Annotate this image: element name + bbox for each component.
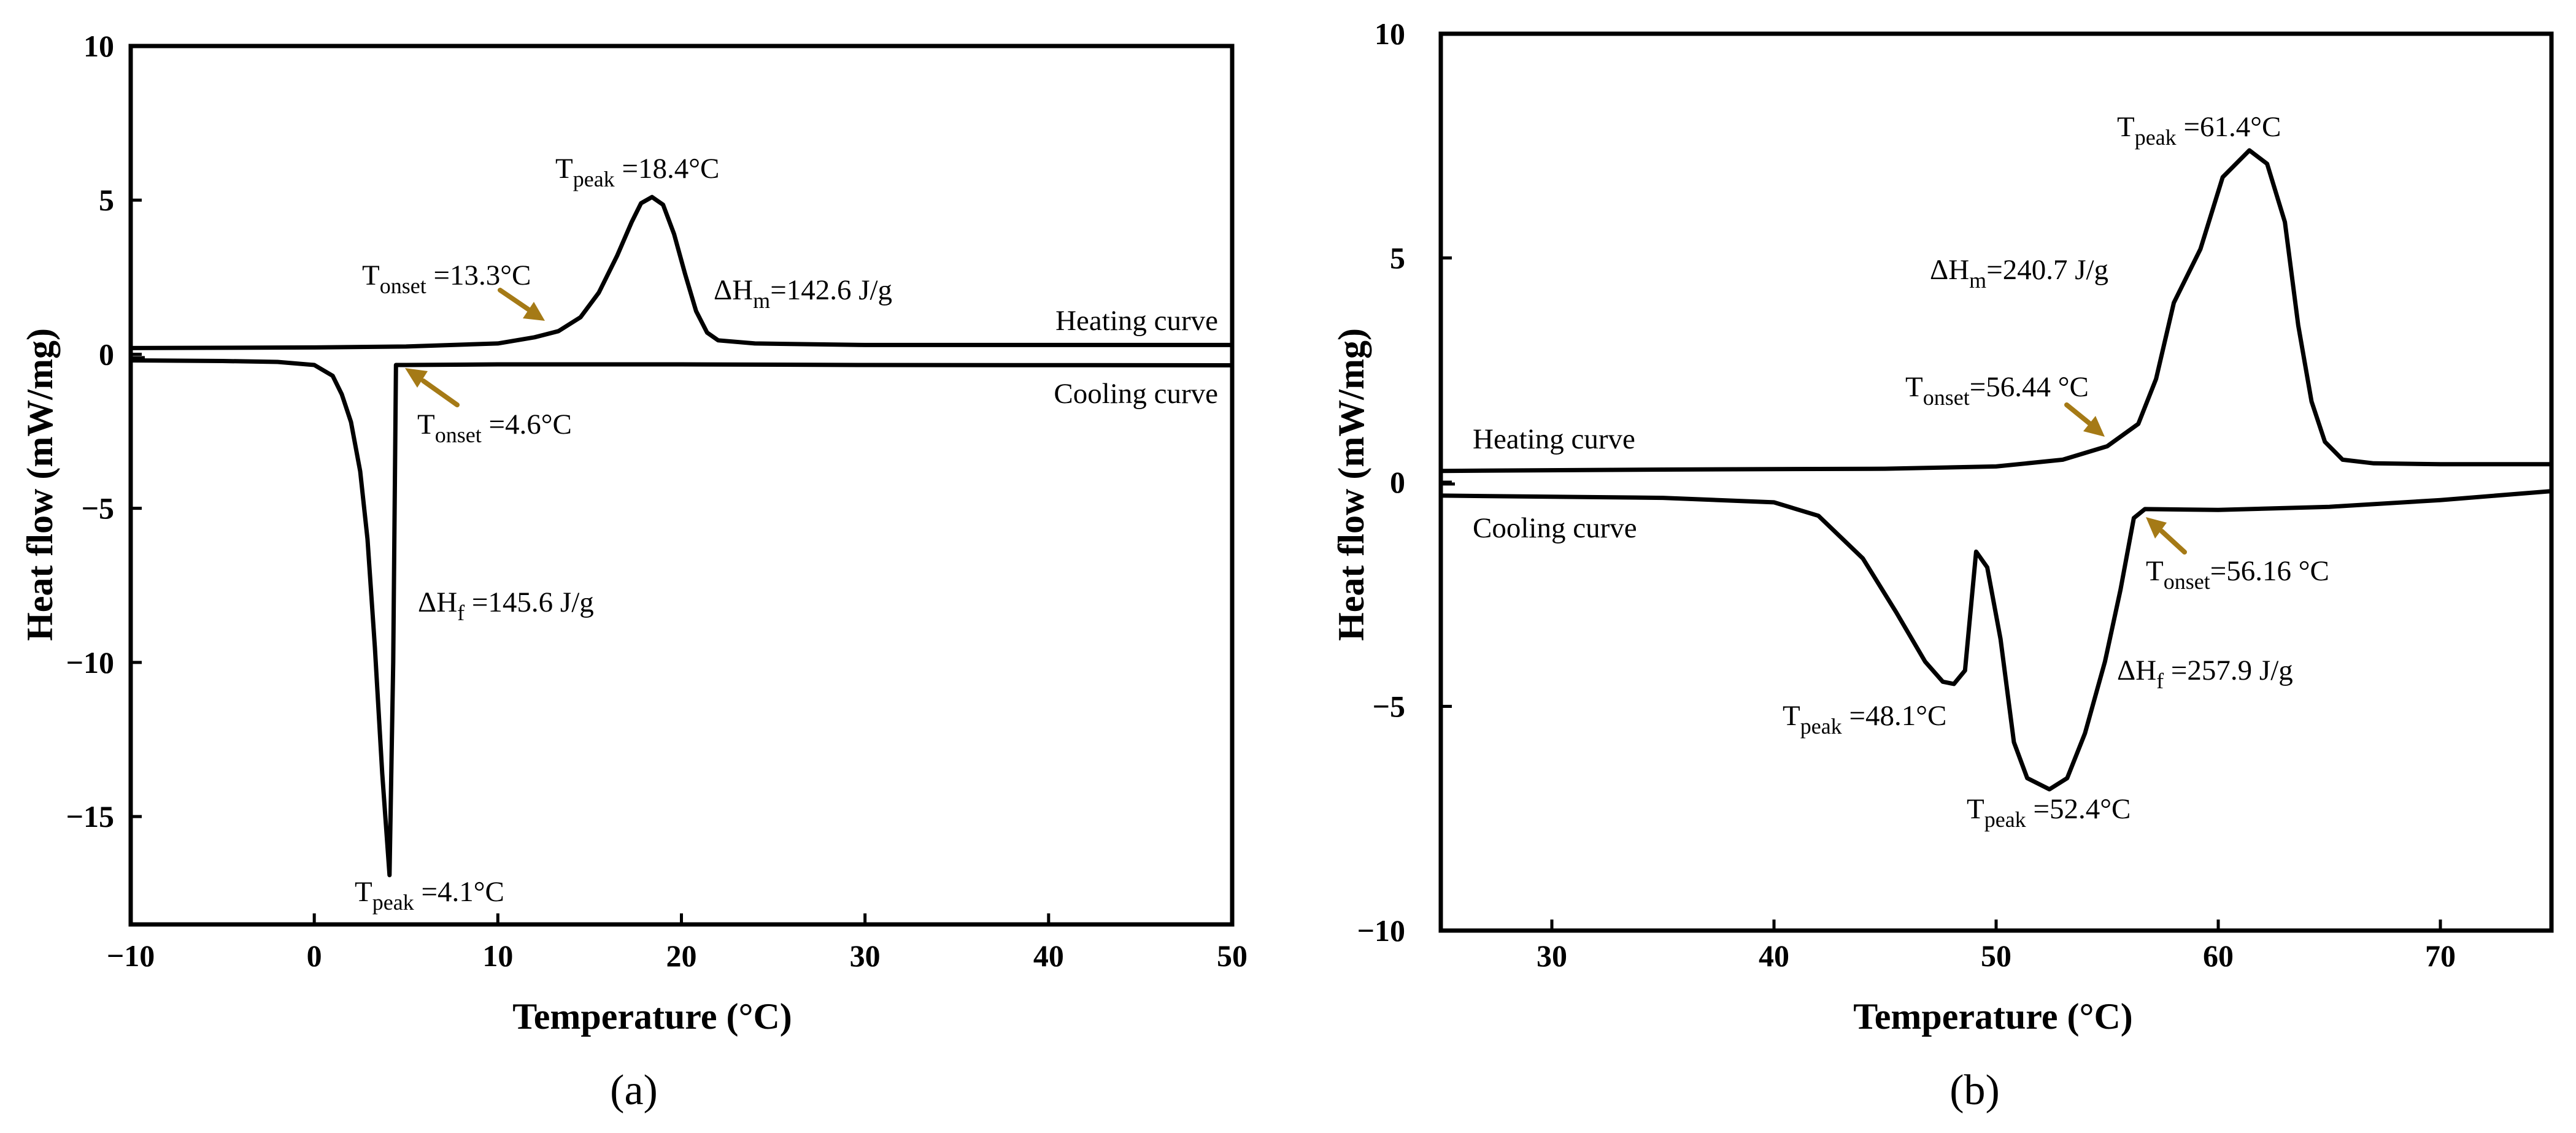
panel-b-xtick-label: 50 bbox=[1981, 939, 2011, 973]
panel-b-xtick-label: 60 bbox=[2203, 939, 2234, 973]
panel-a-dhf: ΔHf =145.6 J/g bbox=[418, 586, 594, 625]
panel-a-xtick-label: 10 bbox=[482, 939, 513, 973]
panel-a-xtick-label: 50 bbox=[1217, 939, 1248, 973]
panel-a-tpeak-cooling: Tpeak =4.1°C bbox=[355, 876, 504, 915]
panel-a-xtick-label: −10 bbox=[107, 939, 155, 973]
panel-a-ytick-label: −15 bbox=[66, 799, 115, 834]
panel-b-plot-frame bbox=[1438, 31, 2554, 933]
panel-a-onset-cooling-arrow bbox=[405, 368, 460, 407]
panel-a: −10 0 10 20 30 40 50 −15 −10 −5 0 5 10 Temperature (… bbox=[20, 29, 1248, 1114]
panel-b-tonset-cooling: Tonset=56.16 °C bbox=[2146, 555, 2329, 594]
panel-a-cooling-curve-line bbox=[128, 358, 1235, 878]
panel-a-label: (a) bbox=[610, 1067, 658, 1114]
panel-a-xtick-label: 40 bbox=[1033, 939, 1064, 973]
panel-b-xtick-label: 30 bbox=[1537, 939, 1567, 973]
panel-a-xlabel: Temperature (°C) bbox=[512, 996, 792, 1037]
panel-b-cooling-curve-line bbox=[1438, 489, 2554, 792]
panel-b-ytick-label: −5 bbox=[1373, 689, 1406, 724]
panel-a-ticks: −10 0 10 20 30 40 50 −15 −10 −5 0 5 10 bbox=[66, 29, 1248, 973]
panel-b-tpeak-heating: Tpeak =61.4°C bbox=[2117, 111, 2281, 150]
panel-a-curves bbox=[128, 194, 1235, 878]
panel-a-heating-curve-line bbox=[128, 194, 1235, 350]
panel-b-ticks: 30 40 50 60 70 −10 −5 0 5 10 bbox=[1357, 17, 2456, 973]
panel-b-heating-curve-line bbox=[1438, 148, 2554, 474]
panel-b-ylabel: Heat flow (mW/mg) bbox=[1331, 328, 1371, 641]
panel-a-onset-heating-arrow bbox=[498, 288, 545, 321]
panel-b-ytick-label: 5 bbox=[1390, 241, 1405, 275]
panel-a-tonset-heating: Tonset =13.3°C bbox=[362, 259, 531, 298]
panel-b-ytick-label: −10 bbox=[1357, 913, 1406, 948]
panel-b-heating-curve-label: Heating curve bbox=[1473, 423, 1635, 455]
panel-a-ylabel: Heat flow (mW/mg) bbox=[20, 328, 60, 641]
panel-a-dhm: ΔHm=142.6 J/g bbox=[714, 274, 892, 313]
panel-b-dhm: ΔHm=240.7 J/g bbox=[1930, 254, 2108, 293]
panel-b-onset-cooling-arrow bbox=[2146, 517, 2187, 555]
panel-a-xtick-label: 30 bbox=[850, 939, 881, 973]
panel-b-ytick-label: 0 bbox=[1390, 465, 1405, 499]
panel-a-ytick-label: −5 bbox=[82, 491, 115, 526]
panel-b-onset-heating-arrow bbox=[2064, 402, 2105, 437]
panel-a-cooling-curve-label: Cooling curve bbox=[1054, 378, 1218, 410]
panel-a-xtick-label: 20 bbox=[666, 939, 697, 973]
panel-a-tpeak-heating: Tpeak =18.4°C bbox=[555, 153, 719, 191]
panel-b-cooling-curve-label: Cooling curve bbox=[1473, 512, 1637, 544]
panel-b-xlabel: Temperature (°C) bbox=[1853, 996, 2133, 1037]
panel-a-ytick-label: 0 bbox=[99, 337, 114, 371]
panel-a-tonset-cooling: Tonset =4.6°C bbox=[417, 409, 572, 447]
panel-a-ytick-label: −10 bbox=[66, 645, 115, 680]
panel-a-heating-curve-label: Heating curve bbox=[1055, 305, 1218, 337]
panel-b: 30 40 50 60 70 −10 −5 0 5 10 Temperature (°C) Hea… bbox=[1331, 17, 2554, 1114]
panel-b-curves bbox=[1438, 148, 2554, 792]
panel-b-xtick-label: 40 bbox=[1759, 939, 1789, 973]
panel-b-ytick-label: 10 bbox=[1375, 17, 1405, 51]
panel-b-dhf: ΔHf =257.9 J/g bbox=[2117, 655, 2293, 693]
panel-b-tpeak-cooling-2: Tpeak =52.4°C bbox=[1967, 793, 2131, 832]
panel-b-xtick-label: 70 bbox=[2425, 939, 2456, 973]
panel-a-ytick-label: 10 bbox=[83, 29, 114, 63]
panel-b-tpeak-cooling-1: Tpeak =48.1°C bbox=[1783, 700, 1946, 739]
panel-a-xtick-label: 0 bbox=[307, 939, 322, 973]
panel-b-label: (b) bbox=[1949, 1067, 2000, 1114]
panel-b-tonset-heating: Tonset=56.44 °C bbox=[1905, 371, 2089, 410]
panel-a-ytick-label: 5 bbox=[99, 183, 114, 217]
